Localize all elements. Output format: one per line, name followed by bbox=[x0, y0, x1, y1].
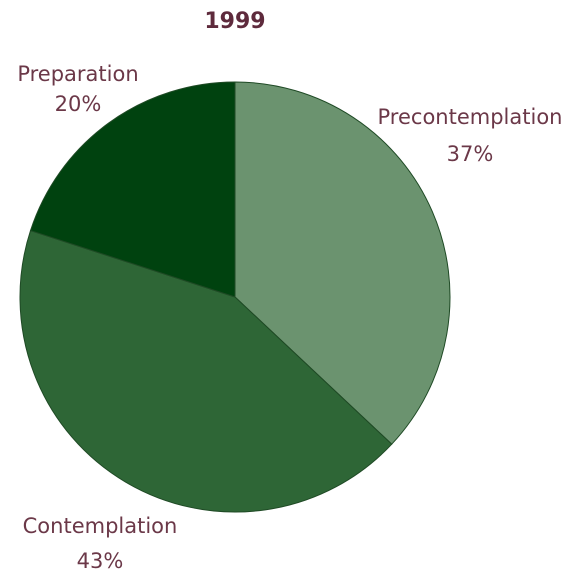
pie-slice bbox=[29, 81, 236, 298]
slice-label: Precontemplation bbox=[378, 105, 563, 129]
pie-slice bbox=[234, 81, 451, 445]
chart-title: 1999 bbox=[204, 9, 265, 34]
slice-value-label: 43% bbox=[77, 549, 124, 573]
slice-value-label: 37% bbox=[447, 142, 494, 166]
slice-label: Preparation bbox=[17, 62, 138, 86]
slice-label: Contemplation bbox=[23, 514, 178, 538]
slice-value-label: 20% bbox=[55, 92, 102, 116]
pie-slice bbox=[19, 229, 393, 513]
